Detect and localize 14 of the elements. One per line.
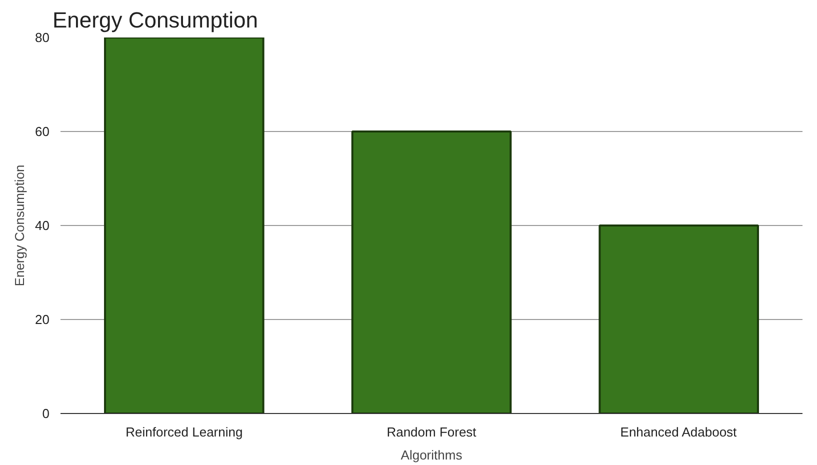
y-tick-label: 0 — [42, 406, 50, 421]
x-tick-label: Random Forest — [386, 424, 477, 440]
bar — [598, 224, 759, 414]
chart-title: Energy Consumption — [52, 8, 258, 32]
y-tick-label: 60 — [35, 124, 50, 139]
y-tick-label: 80 — [35, 30, 50, 45]
y-tick-label: 40 — [35, 218, 50, 233]
x-tick-label: Enhanced Adaboost — [620, 424, 738, 440]
x-tick-label: Reinforced Learning — [126, 424, 243, 440]
x-axis-title: Algorithms — [400, 448, 463, 462]
bar — [104, 38, 264, 414]
y-tick-label: 20 — [35, 312, 50, 327]
bar — [351, 130, 512, 414]
y-axis-title: Energy Consumption — [12, 164, 28, 286]
